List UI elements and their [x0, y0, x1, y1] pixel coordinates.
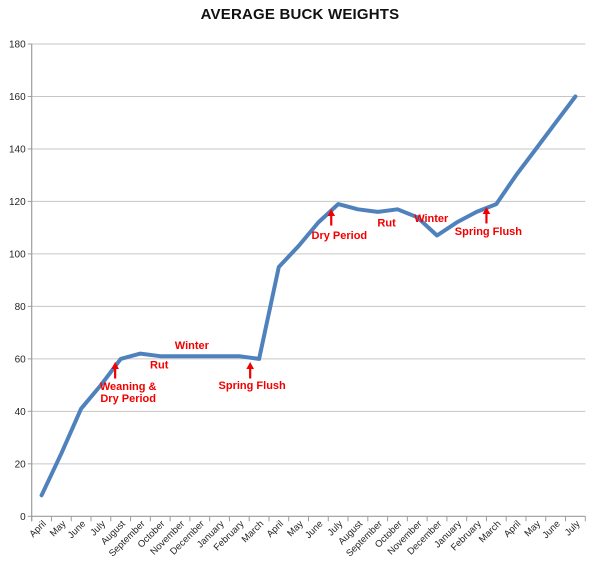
y-tick-label: 180: [9, 40, 26, 51]
y-tick-label: 0: [20, 512, 26, 523]
annotation-weaning-dry-period: Weaning &Dry Period: [100, 362, 157, 405]
x-tick-label: June: [540, 519, 562, 541]
y-tick-label: 160: [9, 92, 26, 103]
y-tick-label: 80: [15, 302, 27, 313]
annotation-arrow-head: [246, 362, 254, 370]
annotation-label: Dry Period: [100, 393, 156, 405]
y-tick-label: 60: [15, 354, 27, 365]
x-tick-label: April: [27, 519, 48, 540]
y-tick-label: 20: [15, 459, 27, 470]
x-tick-label: May: [48, 518, 69, 539]
x-tick-label: July: [563, 518, 583, 538]
annotation-dry-period: Dry Period: [312, 209, 368, 242]
x-tick-label: March: [477, 519, 503, 545]
annotation-label: Rut: [150, 359, 169, 371]
annotation-winter: Winter: [414, 213, 449, 225]
x-tick-label: May: [523, 518, 544, 539]
x-tick-label: June: [303, 519, 325, 541]
y-axis: 0 20 40 60 80 100 120 140 160 180: [9, 40, 32, 523]
y-tick-label: 40: [15, 407, 27, 418]
y-tick-label: 140: [9, 144, 26, 155]
gridlines: [31, 43, 586, 465]
annotation-rut: Rut: [377, 217, 396, 229]
x-tick-label: March: [240, 519, 266, 545]
y-tick-label: 100: [9, 249, 26, 260]
annotation-label: Winter: [414, 213, 449, 225]
annotation-label: Winter: [175, 340, 210, 352]
annotation-arrow-head: [111, 362, 119, 370]
annotation-rut: Rut: [150, 359, 169, 371]
annotation-arrow-head: [482, 206, 491, 214]
annotation-label: Rut: [377, 217, 396, 229]
annotation-spring-flush: Spring Flush: [455, 206, 523, 238]
x-tick-label: June: [66, 519, 88, 541]
annotation-label: Spring Flush: [219, 380, 287, 392]
x-tick-label: April: [265, 519, 286, 540]
annotation-label: Spring Flush: [455, 226, 523, 238]
annotation-winter: Winter: [175, 340, 210, 352]
annotation-arrow-head: [327, 209, 336, 217]
annotation-spring-flush: Spring Flush: [219, 362, 287, 392]
x-tick-label: May: [285, 518, 306, 539]
annotation-label: Dry Period: [312, 230, 368, 242]
x-tick-label: April: [502, 519, 523, 540]
axes: [31, 44, 586, 522]
annotation-label: Weaning &: [100, 381, 157, 393]
weight-series-line: [39, 94, 578, 498]
y-tick-label: 120: [9, 197, 26, 208]
chart-title: AVERAGE BUCK WEIGHTS: [200, 6, 400, 23]
